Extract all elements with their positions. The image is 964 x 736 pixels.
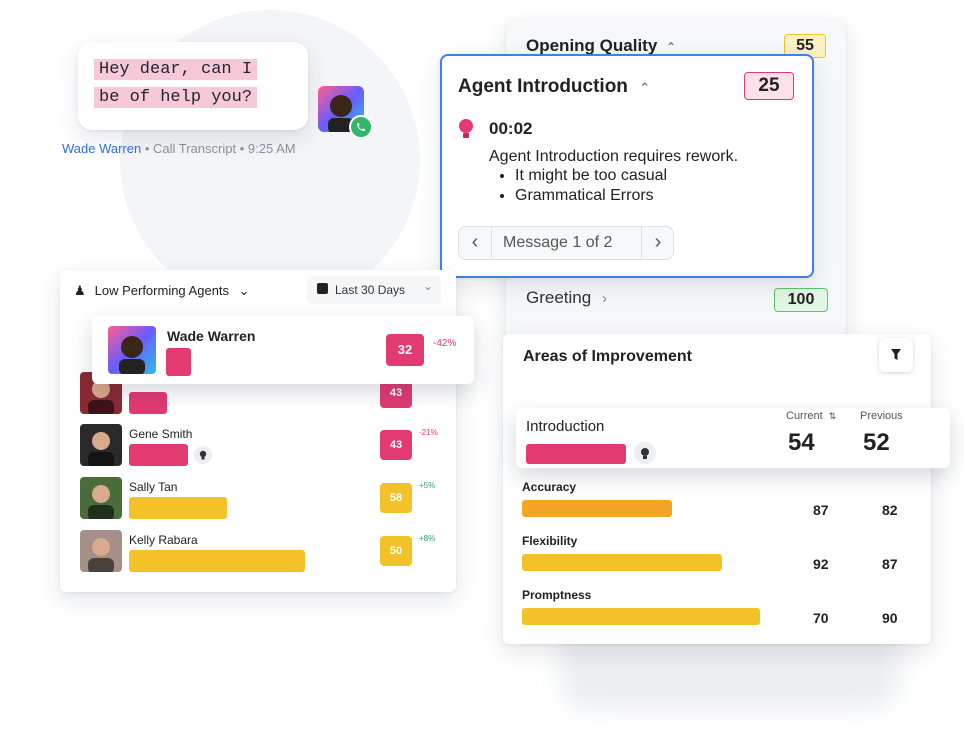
highlighted-agent-row[interactable]: Wade Warren 32 -42%	[92, 316, 474, 384]
areas-of-improvement-card: Areas of Improvement	[503, 334, 931, 644]
avatar	[80, 530, 122, 572]
agent-score-delta: -21%	[419, 428, 438, 437]
agent-icon: ♟	[74, 283, 86, 298]
intro-bullet: Grammatical Errors	[515, 186, 667, 206]
next-message-button[interactable]: ›	[641, 227, 674, 259]
agent-introduction-card: Agent Introduction ⌃ 25 00:02 Agent Intr…	[440, 54, 814, 278]
low-performing-title: Low Performing Agents	[94, 283, 230, 298]
filter-button[interactable]	[879, 338, 913, 372]
agent-score-delta: +5%	[419, 481, 436, 490]
current-column-header[interactable]: Current ⇅	[786, 410, 836, 422]
improvement-bar	[522, 554, 722, 571]
chevron-down-icon: ⌄	[238, 283, 250, 298]
improvement-label: Accuracy	[522, 480, 577, 494]
improvement-bar	[522, 500, 672, 517]
agent-row[interactable]: Kelly Rabara 50 +8%	[80, 528, 440, 574]
avatar	[108, 326, 156, 374]
previous-value: 52	[863, 429, 890, 456]
low-performing-dropdown[interactable]: ♟ Low Performing Agents ⌄	[74, 283, 250, 299]
intro-message: Agent Introduction requires rework.	[489, 148, 739, 165]
bulb-icon	[634, 442, 656, 464]
previous-message-button[interactable]: ‹	[459, 227, 492, 259]
greeting-row[interactable]: Greeting ›	[526, 288, 607, 308]
calendar-icon	[317, 283, 328, 294]
chevron-up-icon: ⌃	[639, 80, 651, 95]
agent-score-badge: 50	[380, 536, 412, 566]
improvement-label: Introduction	[526, 418, 605, 435]
agent-score-bar	[129, 497, 227, 519]
agent-introduction-title: Agent Introduction	[458, 76, 628, 97]
agent-name: Sally Tan	[129, 480, 178, 494]
intro-bullet: It might be too casual	[515, 166, 667, 186]
previous-value: 87	[882, 556, 898, 572]
agent-score-badge: 32	[386, 334, 424, 366]
chat-line: Hey dear, can I	[94, 59, 258, 80]
sort-icon: ⇅	[828, 411, 837, 421]
chat-line: be of help you?	[94, 87, 258, 108]
message-pager: ‹ Message 1 of 2 ›	[458, 226, 674, 260]
current-value: 92	[813, 556, 829, 572]
agent-name: Kelly Rabara	[129, 533, 198, 547]
current-value: 87	[813, 502, 829, 518]
previous-column-header: Previous	[860, 410, 903, 422]
agent-score-bar	[129, 550, 305, 572]
agent-score-bar	[129, 392, 167, 414]
bulb-icon	[194, 446, 212, 464]
timestamp: 00:02	[489, 119, 533, 138]
chevron-right-icon: ›	[601, 290, 607, 307]
agent-row[interactable]: Sally Tan 58 +5%	[80, 475, 440, 521]
improvement-label: Flexibility	[522, 534, 578, 548]
improvement-label: Promptness	[522, 588, 592, 602]
transcript-meta: • Call Transcript • 9:25 AM	[144, 141, 296, 156]
current-value: 70	[813, 610, 829, 626]
improvement-row[interactable]: Accuracy 87 82	[522, 480, 912, 528]
date-range-select[interactable]: Last 30 Days ⌄	[307, 276, 441, 304]
avatar	[80, 477, 122, 519]
agent-score-delta: +8%	[419, 534, 436, 543]
greeting-score: 100	[774, 288, 828, 312]
opening-quality-header[interactable]: Opening Quality ⌃	[526, 36, 676, 56]
phone-icon	[349, 115, 373, 139]
chevron-down-icon: ⌄	[423, 279, 434, 293]
avatar	[80, 424, 122, 466]
improvement-row[interactable]: Promptness 70 90	[522, 588, 912, 636]
agent-introduction-header[interactable]: Agent Introduction ⌃	[458, 76, 650, 98]
agent-score-badge: 43	[380, 430, 412, 460]
previous-value: 82	[882, 502, 898, 518]
agent-score-bar	[129, 444, 188, 466]
bulb-icon	[458, 118, 474, 145]
improvement-bar	[522, 608, 760, 625]
opening-quality-title: Opening Quality	[526, 36, 658, 55]
areas-of-improvement-title: Areas of Improvement	[523, 348, 692, 365]
agent-score-bar	[166, 348, 191, 376]
date-range-label: Last 30 Days	[335, 283, 406, 297]
agent-score-badge: 58	[380, 483, 412, 513]
chat-bubble: Hey dear, can I be of help you?	[78, 42, 308, 130]
current-value: 54	[788, 429, 815, 456]
improvement-bar	[526, 444, 626, 464]
agent-introduction-score: 25	[744, 72, 794, 100]
agent-row[interactable]: Gene Smith 43 -21%	[80, 422, 440, 468]
previous-value: 90	[882, 610, 898, 626]
agent-name: Wade Warren	[167, 328, 256, 344]
improvement-row[interactable]: Flexibility 92 87	[522, 534, 912, 582]
highlighted-improvement-row[interactable]: Introduction Current ⇅ Previous 54 52	[516, 408, 950, 468]
agent-name-link[interactable]: Wade Warren	[62, 141, 142, 156]
greeting-title: Greeting	[526, 288, 592, 307]
chevron-up-icon: ⌃	[666, 40, 677, 54]
pager-label: Message 1 of 2	[503, 234, 613, 251]
agent-name: Gene Smith	[129, 427, 193, 441]
agent-score-delta: -42%	[433, 338, 457, 349]
current-label: Current	[786, 410, 823, 422]
filter-icon	[891, 349, 901, 360]
